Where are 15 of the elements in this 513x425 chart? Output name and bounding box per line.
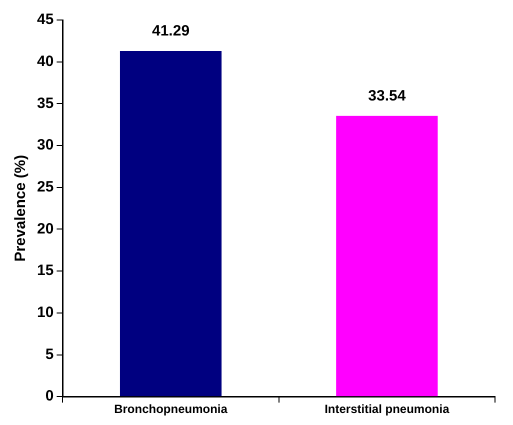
- y-tick-label: 5: [45, 346, 54, 363]
- y-tick-label: 15: [36, 262, 54, 280]
- x-tick-label: Interstitial pneumonia: [324, 402, 450, 416]
- y-tick-label: 0: [45, 388, 54, 405]
- y-tick-label: 40: [36, 52, 54, 70]
- y-tick-label: 10: [36, 304, 54, 322]
- x-tick-label: Bronchopneumonia: [114, 402, 228, 416]
- data-label: 33.54: [368, 88, 406, 105]
- data-label: 41.29: [152, 22, 190, 40]
- y-tick-label: 30: [36, 136, 54, 154]
- y-tick-label: 20: [36, 220, 54, 238]
- y-tick-label: 45: [36, 11, 54, 28]
- y-tick-label: 35: [36, 94, 54, 112]
- y-axis-title: Prevalence (%): [12, 154, 30, 262]
- y-tick-label: 25: [36, 178, 54, 196]
